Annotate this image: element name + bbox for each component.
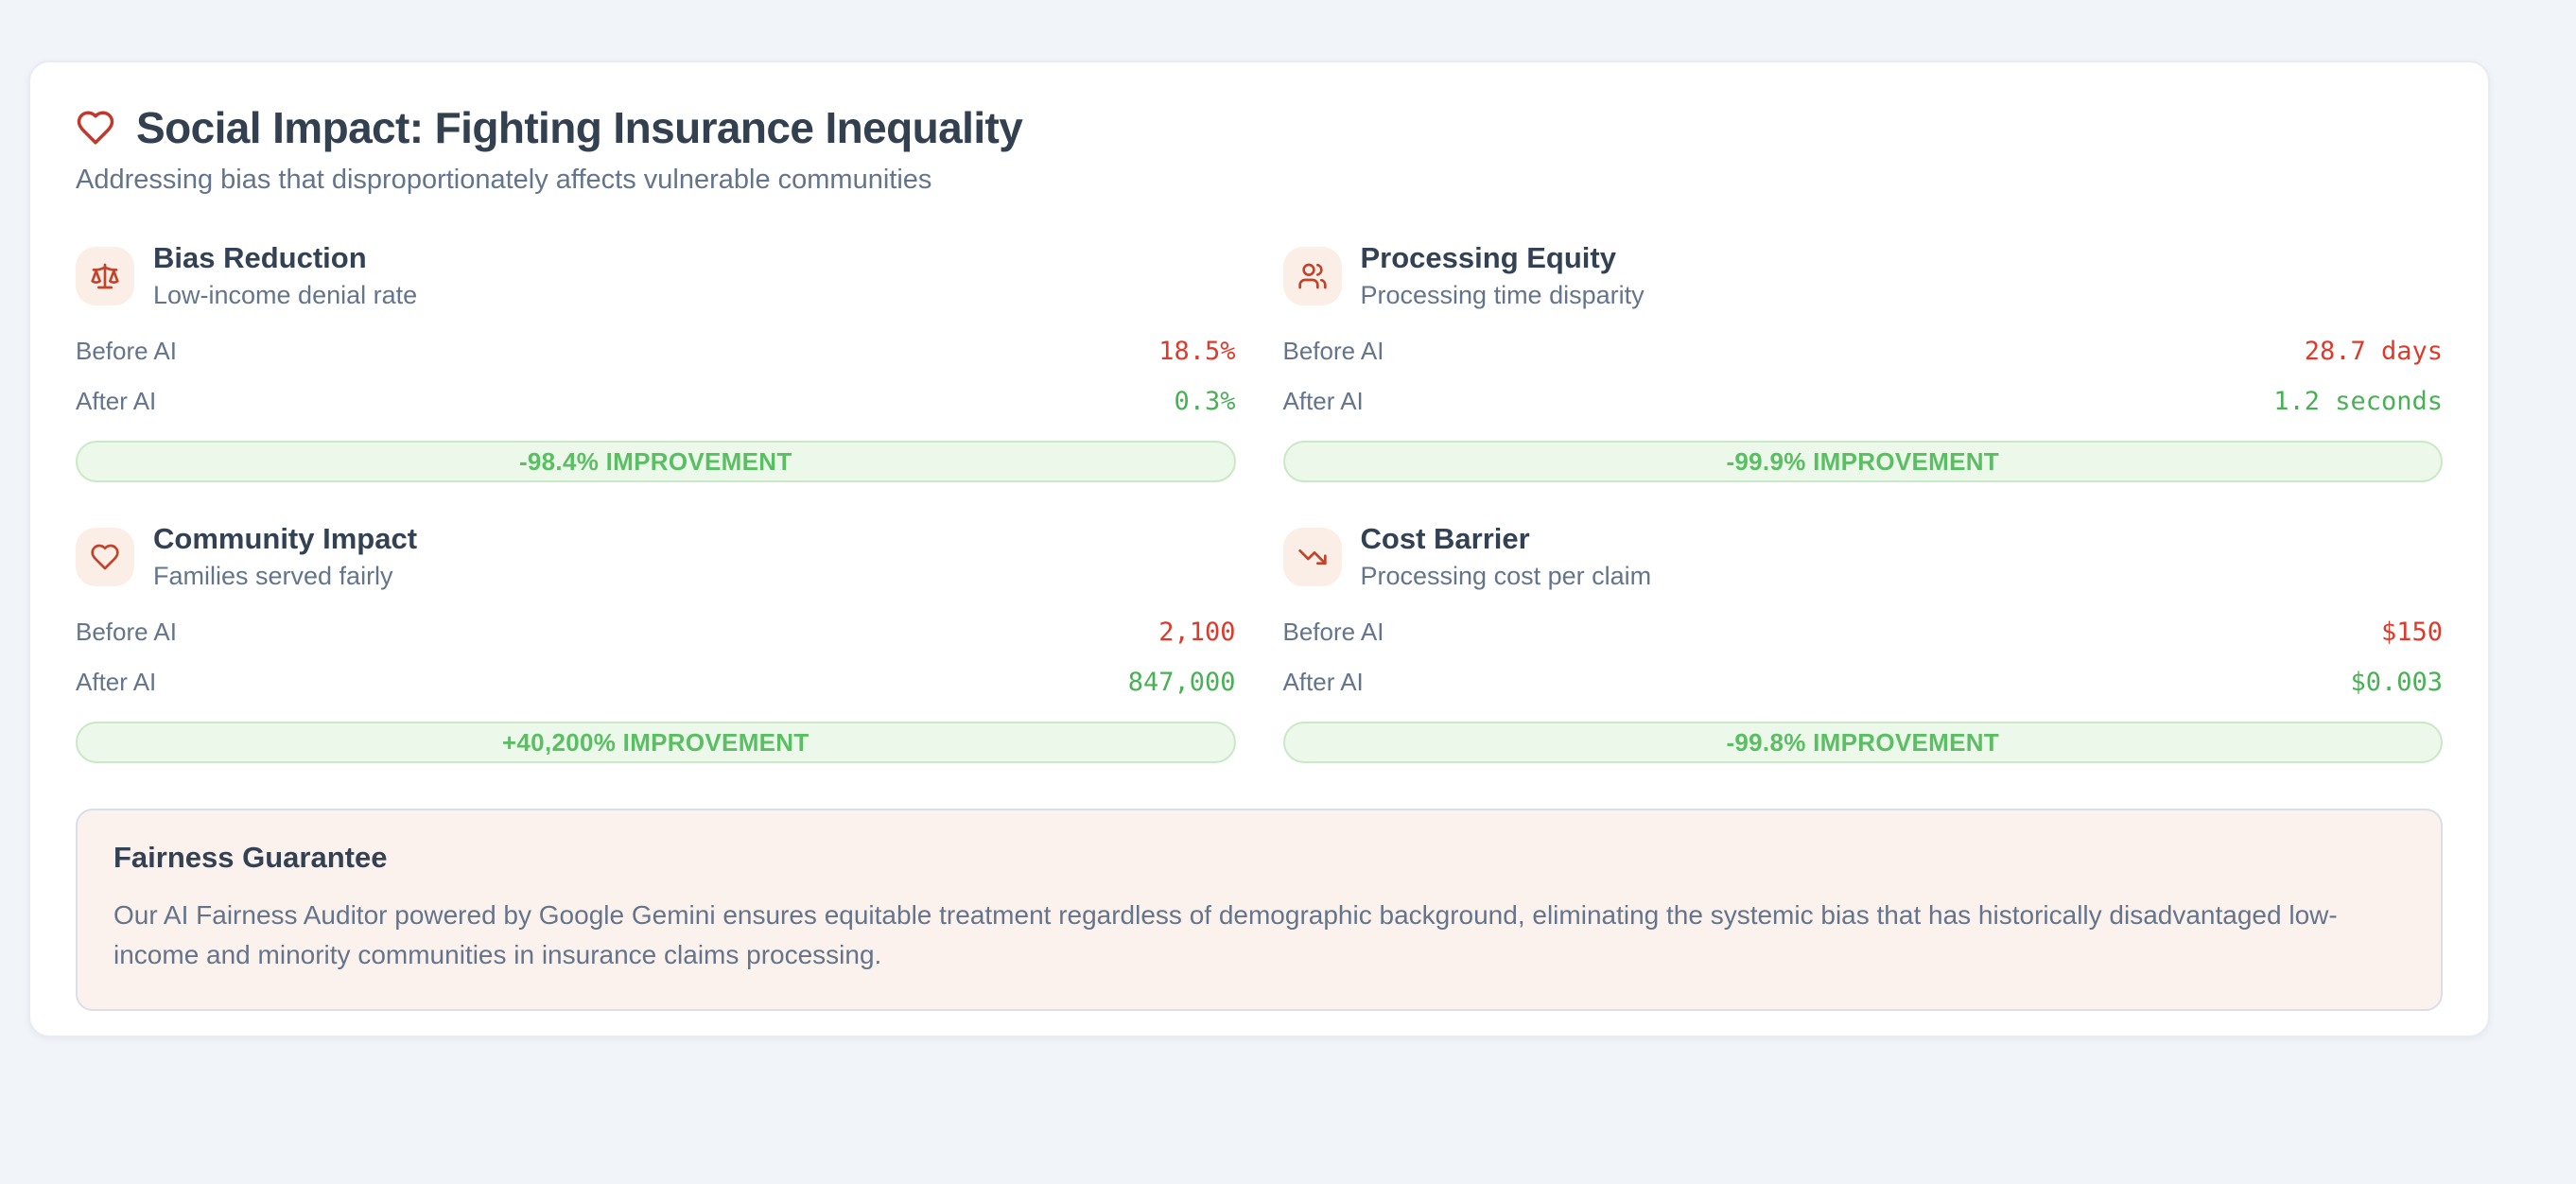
fairness-guarantee-panel: Fairness Guarantee Our AI Fairness Audit… <box>76 809 2443 1011</box>
before-row: Before AI $150 <box>1283 618 2444 647</box>
before-label: Before AI <box>1282 618 1384 646</box>
fairness-title: Fairness Guarantee <box>113 841 388 874</box>
icon-chip <box>76 246 134 305</box>
metric-cost-barrier: Cost Barrier Processing cost per claim B… <box>1282 522 2444 763</box>
heart-icon <box>77 111 114 145</box>
page-title: Social Impact: Fighting Insurance Inequa… <box>136 103 1023 152</box>
after-row: After AI 847,000 <box>76 668 1236 697</box>
metric-bias-reduction: Bias Reduction Low-income denial rate Be… <box>76 241 1236 482</box>
after-row: After AI $0.003 <box>1283 668 2444 697</box>
after-label: After AI <box>1282 668 1364 696</box>
after-value: 847,000 <box>1127 668 1236 697</box>
before-value: 18.5% <box>1158 337 1236 366</box>
metrics-grid: Bias Reduction Low-income denial rate Be… <box>76 241 2443 763</box>
metric-rows: Before AI $150 After AI $0.003 <box>1283 618 2444 697</box>
metric-subtitle: Processing time disparity <box>1360 281 1645 309</box>
after-label: After AI <box>76 387 157 415</box>
after-value: $0.003 <box>2350 668 2443 697</box>
before-label: Before AI <box>1282 337 1384 365</box>
icon-chip <box>1282 527 1342 586</box>
metric-title: Processing Equity <box>1360 241 1616 274</box>
after-value: 0.3% <box>1174 387 1236 416</box>
page-subtitle: Addressing bias that disproportionately … <box>76 165 932 195</box>
metric-title: Bias Reduction <box>153 241 367 274</box>
users-icon <box>1297 263 1327 288</box>
before-value: $150 <box>2380 618 2443 647</box>
metric-community-impact: Community Impact Families served fairly … <box>76 522 1236 763</box>
metric-subtitle: Families served fairly <box>153 562 393 590</box>
heart-icon <box>91 544 119 569</box>
improvement-badge: -99.8% IMPROVEMENT <box>1282 722 2443 763</box>
before-value: 28.7 days <box>2304 337 2443 366</box>
metric-rows: Before AI 28.7 days After AI 1.2 seconds <box>1283 337 2444 416</box>
before-label: Before AI <box>76 618 177 646</box>
after-label: After AI <box>76 668 157 696</box>
metric-rows: Before AI 18.5% After AI 0.3% <box>76 337 1236 416</box>
metric-subtitle: Processing cost per claim <box>1360 562 1652 590</box>
metric-processing-equity: Processing Equity Processing time dispar… <box>1282 241 2444 482</box>
trending-down-icon <box>1297 548 1327 565</box>
metric-rows: Before AI 2,100 After AI 847,000 <box>76 618 1236 697</box>
page-header: Social Impact: Fighting Insurance Inequa… <box>76 102 2443 153</box>
metric-subtitle: Low-income denial rate <box>153 281 418 309</box>
before-row: Before AI 2,100 <box>76 618 1236 647</box>
improvement-badge: -99.9% IMPROVEMENT <box>1282 441 2443 482</box>
fairness-body: Our AI Fairness Auditor powered by Googl… <box>113 900 2338 969</box>
metric-title: Cost Barrier <box>1360 522 1530 555</box>
icon-chip <box>76 527 134 586</box>
icon-chip <box>1282 246 1342 305</box>
metric-title: Community Impact <box>153 522 418 555</box>
metric-header: Processing Equity Processing time dispar… <box>1282 241 2444 310</box>
scales-icon <box>91 263 119 288</box>
improvement-badge: -98.4% IMPROVEMENT <box>76 441 1236 482</box>
after-row: After AI 0.3% <box>76 387 1236 416</box>
after-row: After AI 1.2 seconds <box>1283 387 2444 416</box>
after-label: After AI <box>1282 387 1364 415</box>
metric-header: Community Impact Families served fairly <box>76 522 1236 591</box>
metric-header: Bias Reduction Low-income denial rate <box>76 241 1236 310</box>
metric-header: Cost Barrier Processing cost per claim <box>1282 522 2444 591</box>
before-row: Before AI 28.7 days <box>1283 337 2444 366</box>
before-value: 2,100 <box>1158 618 1236 647</box>
before-row: Before AI 18.5% <box>76 337 1236 366</box>
improvement-badge: +40,200% IMPROVEMENT <box>76 722 1236 763</box>
before-label: Before AI <box>76 337 177 365</box>
social-impact-card: Social Impact: Fighting Insurance Inequa… <box>28 61 2490 1037</box>
after-value: 1.2 seconds <box>2273 387 2443 416</box>
